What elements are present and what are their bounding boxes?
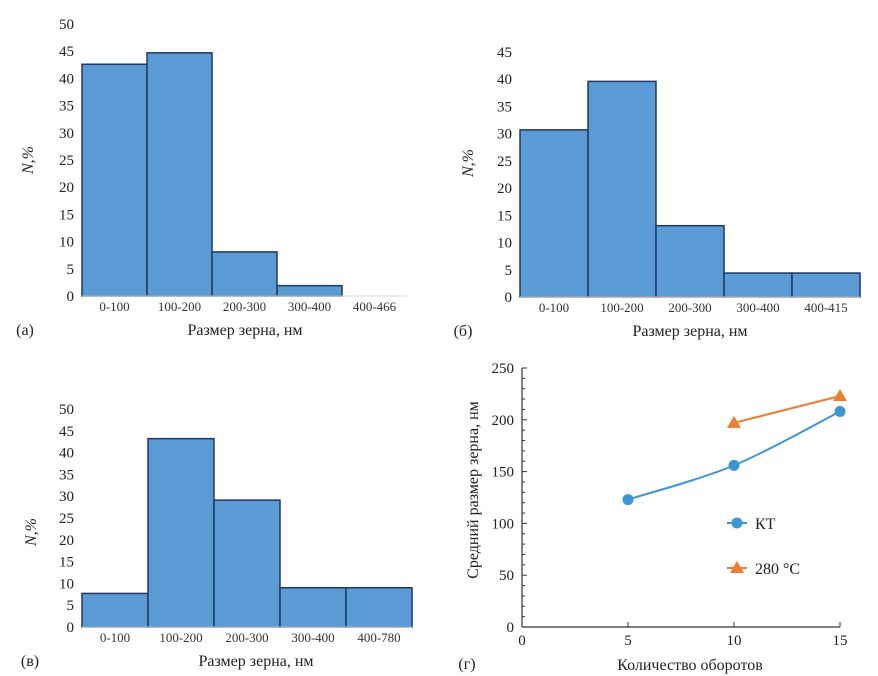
- panel-label: (а): [16, 322, 34, 339]
- x-tick-label: 300-400: [291, 630, 334, 645]
- x-tick-label: 0-100: [99, 299, 129, 314]
- x-tick-label: 200-300: [225, 630, 268, 645]
- y-tick-label: 25: [59, 153, 74, 169]
- legend-marker: [730, 561, 744, 573]
- x-tick-label: 300-400: [736, 300, 779, 315]
- x-tick-label: 100-200: [159, 630, 202, 645]
- panel-label: (в): [21, 653, 39, 670]
- x-tick-label: 200-300: [668, 300, 711, 315]
- legend-label: 280 °C: [755, 561, 800, 578]
- y-axis-label: N,%: [460, 149, 477, 178]
- data-point: [833, 388, 847, 401]
- x-tick-label: 300-400: [288, 299, 331, 314]
- y-tick-label: 35: [59, 467, 74, 483]
- y-tick-label: 40: [497, 72, 512, 88]
- x-tick-label: 400-466: [353, 299, 397, 314]
- y-axis-label: N,%: [23, 518, 40, 547]
- y-tick-label: 45: [497, 45, 512, 61]
- x-tick-label: 400-415: [804, 300, 847, 315]
- x-tick-label: 100-200: [600, 300, 643, 315]
- y-tick-label: 150: [492, 465, 515, 481]
- y-axis-label: N,%: [20, 146, 37, 175]
- data-point: [727, 415, 741, 428]
- y-tick-label: 40: [59, 446, 74, 462]
- x-axis-label: Размер зерна, нм: [198, 653, 313, 670]
- x-tick-label: 0-100: [100, 630, 130, 645]
- y-tick-label: 200: [492, 413, 515, 429]
- y-tick-label: 15: [59, 555, 74, 571]
- y-tick-label: 10: [59, 235, 74, 251]
- x-tick-label: 0: [518, 633, 526, 649]
- y-tick-label: 0: [507, 620, 515, 636]
- x-axis-label: Размер зерна, нм: [632, 323, 747, 340]
- y-tick-label: 35: [497, 99, 512, 115]
- y-tick-label: 20: [59, 533, 74, 549]
- y-axis-label: Средний размер зерна, нм: [465, 401, 482, 579]
- y-tick-label: 30: [59, 489, 74, 505]
- data-point: [834, 406, 846, 418]
- bar: [81, 592, 149, 628]
- y-tick-label: 50: [499, 568, 514, 584]
- bar: [345, 587, 413, 628]
- x-tick-label: 0-100: [539, 300, 569, 315]
- y-tick-label: 40: [59, 71, 74, 87]
- bar: [791, 272, 861, 298]
- bar: [519, 129, 589, 298]
- legend-marker: [731, 517, 743, 529]
- y-tick-label: 45: [59, 424, 74, 440]
- y-tick-label: 250: [492, 361, 515, 377]
- x-tick-label: 5: [624, 633, 632, 649]
- panel-label: (г): [458, 656, 475, 673]
- y-tick-label: 10: [59, 576, 74, 592]
- y-tick-label: 20: [497, 181, 512, 197]
- y-tick-label: 30: [59, 126, 74, 142]
- y-tick-label: 10: [497, 236, 512, 252]
- bar: [655, 224, 725, 298]
- y-tick-label: 0: [505, 290, 513, 306]
- bar: [279, 587, 347, 628]
- panel-label: (б): [454, 323, 473, 340]
- bar: [81, 63, 148, 297]
- y-tick-label: 0: [67, 289, 75, 305]
- data-point: [728, 459, 740, 471]
- bar: [146, 52, 213, 297]
- y-tick-label: 20: [59, 180, 74, 196]
- x-tick-label: 15: [833, 633, 848, 649]
- panel-1: 0 5 10 15 20 25 30 35 40 45 50 (а) Размер зерна, нм N…: [16, 17, 407, 339]
- x-tick-label: 400-780: [357, 630, 400, 645]
- y-tick-label: 5: [67, 262, 75, 278]
- y-tick-label: 100: [492, 516, 515, 532]
- y-tick-label: 25: [497, 154, 512, 170]
- bar: [211, 251, 278, 297]
- panel-3: 0 5 10 15 20 25 30 35 40 45 50 (в) Размер зерна, нм N…: [21, 402, 413, 670]
- x-tick-label: 10: [727, 633, 742, 649]
- bar: [587, 80, 657, 298]
- x-axis-label: Размер зерна, нм: [187, 322, 302, 339]
- x-axis-label: Количество оборотов: [617, 657, 763, 674]
- x-tick-label: 100-200: [158, 299, 201, 314]
- bar: [213, 499, 281, 628]
- y-tick-label: 50: [59, 17, 74, 33]
- y-tick-label: 15: [59, 207, 74, 223]
- x-tick-label: 200-300: [223, 299, 266, 314]
- y-tick-label: 25: [59, 511, 74, 527]
- y-tick-label: 5: [67, 598, 75, 614]
- bar: [276, 284, 343, 297]
- y-tick-label: 45: [59, 44, 74, 60]
- y-tick-label: 15: [497, 208, 512, 224]
- bar: [723, 272, 793, 298]
- y-tick-label: 30: [497, 127, 512, 143]
- y-tick-label: 35: [59, 99, 74, 115]
- y-tick-label: 5: [505, 263, 513, 279]
- y-tick-label: 50: [59, 402, 74, 418]
- legend-label: КТ: [755, 516, 776, 533]
- data-point: [622, 494, 634, 506]
- panel-2: 0 5 10 15 20 25 30 35 40 45 (б) Размер зерна, нм N,%…: [454, 45, 861, 340]
- series-line: [733, 395, 841, 424]
- y-tick-label: 0: [67, 620, 75, 636]
- bar: [147, 437, 215, 628]
